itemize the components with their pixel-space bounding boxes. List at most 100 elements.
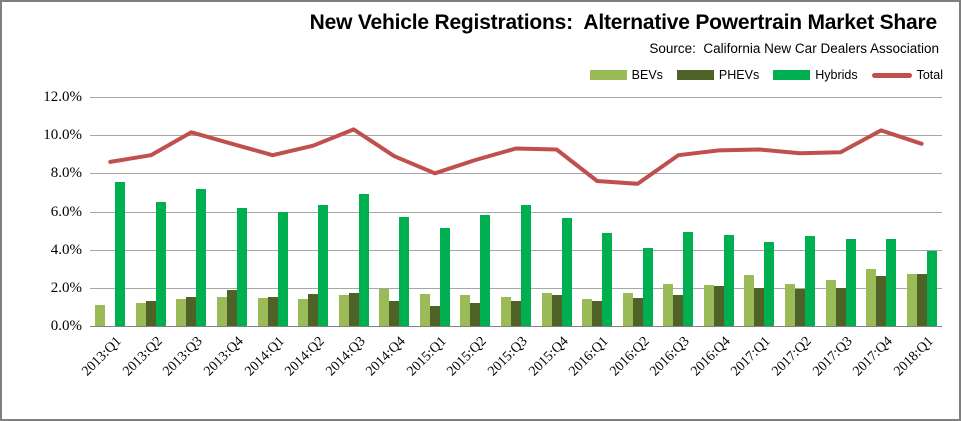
x-tick-label: 2017:Q1 xyxy=(728,334,775,380)
bar-bevs-2018-q1 xyxy=(906,273,917,326)
bar-bevs-2014-q1 xyxy=(257,298,268,326)
bar-bevs-2017-q3 xyxy=(825,280,836,326)
x-tick-label: 2015:Q2 xyxy=(444,334,491,380)
bar-hybrids-2015-q1 xyxy=(439,227,450,326)
legend-label: BEVs xyxy=(631,68,663,82)
x-tick-label: 2016:Q4 xyxy=(688,334,734,380)
bar-hybrids-2014-q2 xyxy=(318,204,329,326)
gridline xyxy=(90,135,942,137)
bar-phevs-2013-q3 xyxy=(186,297,197,326)
bar-phevs-2015-q3 xyxy=(511,301,521,326)
bar-phevs-2014-q2 xyxy=(308,293,319,326)
x-axis-line xyxy=(90,326,942,327)
bar-phevs-2016-q1 xyxy=(592,301,603,326)
legend-swatch-bevs xyxy=(589,70,627,80)
legend-swatch-phevs xyxy=(676,70,714,80)
gridline xyxy=(90,173,942,175)
legend-item-hybrids: Hybrids xyxy=(773,68,858,82)
bar-phevs-2016-q2 xyxy=(632,298,643,326)
bar-phevs-2015-q1 xyxy=(429,305,440,326)
y-tick-label: 2.0% xyxy=(50,279,82,296)
bar-bevs-2014-q4 xyxy=(379,288,390,326)
bar-hybrids-2013-q4 xyxy=(237,207,247,326)
bar-hybrids-2017-q4 xyxy=(886,239,897,326)
y-tick-label: 10.0% xyxy=(43,127,82,144)
x-tick-label: 2015:Q4 xyxy=(525,334,572,380)
x-tick-label: 2013:Q1 xyxy=(79,334,125,380)
bar-bevs-2016-q4 xyxy=(703,284,714,326)
bar-hybrids-2017-q3 xyxy=(845,239,856,326)
bar-hybrids-2013-q2 xyxy=(155,201,166,326)
x-tick-label: 2016:Q1 xyxy=(566,334,612,380)
bar-bevs-2017-q4 xyxy=(866,268,877,326)
bar-bevs-2013-q2 xyxy=(135,303,146,326)
x-tick-label: 2013:Q4 xyxy=(201,334,247,380)
bar-phevs-2016-q3 xyxy=(673,294,684,326)
bar-hybrids-2013-q1 xyxy=(115,181,126,326)
y-tick-label: 0.0% xyxy=(50,318,82,334)
bar-phevs-2014-q1 xyxy=(267,297,278,326)
bar-phevs-2013-q4 xyxy=(227,289,237,326)
legend: BEVs PHEVs Hybrids Total xyxy=(589,68,943,82)
bar-bevs-2015-q4 xyxy=(541,292,552,326)
bar-hybrids-2015-q4 xyxy=(561,218,572,326)
bar-bevs-2013-q3 xyxy=(176,299,187,326)
bar-bevs-2017-q2 xyxy=(785,284,795,326)
y-tick-label: 4.0% xyxy=(50,241,82,258)
x-tick-label: 2014:Q2 xyxy=(282,334,328,380)
bar-bevs-2015-q2 xyxy=(460,295,471,326)
bar-phevs-2017-q4 xyxy=(876,276,887,326)
legend-label: Total xyxy=(916,68,943,82)
gridline xyxy=(90,97,942,98)
y-axis-labels: 0.0% 2.0% 4.0% 6.0% 8.0% 10.0% 12.0% xyxy=(2,89,82,334)
x-tick-label: 2017:Q2 xyxy=(769,334,815,380)
bar-hybrids-2015-q3 xyxy=(521,204,531,326)
x-tick-label: 2016:Q3 xyxy=(647,334,693,380)
bar-hybrids-2016-q4 xyxy=(723,235,734,326)
bar-bevs-2016-q3 xyxy=(663,284,674,326)
total-line xyxy=(108,127,924,186)
x-tick-label: 2015:Q1 xyxy=(404,334,450,380)
y-tick-label: 6.0% xyxy=(50,203,82,220)
bar-hybrids-2015-q2 xyxy=(480,215,491,326)
legend-label: Hybrids xyxy=(815,68,858,82)
legend-label: PHEVs xyxy=(718,68,760,82)
bar-phevs-2017-q1 xyxy=(754,287,765,326)
chart-title: New Vehicle Registrations: Alternative P… xyxy=(309,11,938,34)
x-tick-label: 2014:Q1 xyxy=(241,334,288,380)
bar-hybrids-2016-q2 xyxy=(642,247,653,326)
bar-hybrids-2018-q1 xyxy=(926,250,937,326)
bar-phevs-2014-q3 xyxy=(348,292,359,326)
bar-bevs-2014-q2 xyxy=(298,299,309,326)
bar-bevs-2017-q1 xyxy=(744,275,755,326)
y-tick-label: 12.0% xyxy=(43,89,82,105)
bar-bevs-2015-q3 xyxy=(501,297,511,326)
y-tick-label: 8.0% xyxy=(50,165,82,182)
gridline xyxy=(90,211,942,213)
bar-hybrids-2016-q3 xyxy=(683,231,694,326)
x-tick-label: 2018:Q1 xyxy=(891,334,937,380)
legend-swatch-hybrids xyxy=(773,70,811,80)
x-tick-label: 2016:Q2 xyxy=(607,334,653,380)
bar-bevs-2013-q4 xyxy=(217,297,227,326)
bar-phevs-2017-q3 xyxy=(835,287,846,326)
x-tick-label: 2017:Q3 xyxy=(809,334,856,380)
bar-phevs-2013-q2 xyxy=(145,301,156,326)
bar-hybrids-2014-q3 xyxy=(358,194,369,326)
bar-hybrids-2017-q2 xyxy=(805,236,815,326)
chart-source: Source: California New Car Dealers Assoc… xyxy=(649,41,939,56)
x-tick-label: 2014:Q4 xyxy=(363,334,409,380)
x-tick-label: 2014:Q3 xyxy=(323,334,369,380)
x-tick-label: 2017:Q4 xyxy=(850,334,896,380)
bar-bevs-2013-q1 xyxy=(95,305,106,326)
bar-phevs-2017-q2 xyxy=(795,288,805,326)
bar-hybrids-2013-q3 xyxy=(196,188,207,326)
bar-phevs-2016-q4 xyxy=(713,285,724,326)
legend-item-phevs: PHEVs xyxy=(676,68,760,82)
bar-hybrids-2017-q1 xyxy=(764,242,775,326)
x-tick-label: 2013:Q3 xyxy=(160,334,207,380)
bar-bevs-2016-q1 xyxy=(582,299,593,326)
bar-phevs-2015-q2 xyxy=(470,303,481,326)
x-tick-label: 2015:Q3 xyxy=(485,334,531,380)
